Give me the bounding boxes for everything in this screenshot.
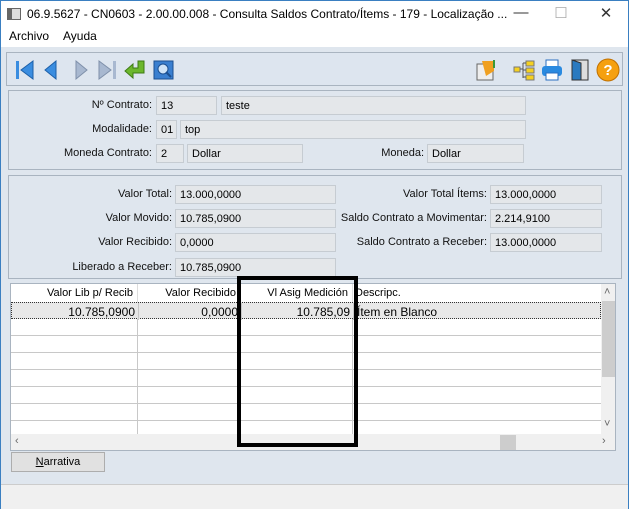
saldo-movimentar-field: 2.214,9100 xyxy=(490,209,602,228)
first-icon[interactable] xyxy=(13,58,37,82)
contract-number-label: Nº Contrato: xyxy=(91,99,152,111)
scroll-left-arrow[interactable]: ‹ xyxy=(15,435,19,447)
print-icon[interactable] xyxy=(540,58,564,82)
report-icon[interactable] xyxy=(474,58,498,82)
valor-total-items-label: Valor Total Ítems: xyxy=(403,188,487,200)
saldo-receber-label: Saldo Contrato a Receber: xyxy=(356,236,487,248)
vertical-scroll-thumb[interactable] xyxy=(602,301,615,377)
table-row[interactable]: 10.785,0900 0,0000 10.785,09 Ítem en Bla… xyxy=(11,302,601,320)
cell-valor-recibido: 0,0000 xyxy=(139,303,242,320)
valor-movido-field: 10.785,0900 xyxy=(175,209,336,228)
scroll-right-arrow[interactable]: › xyxy=(602,435,606,447)
valor-recibido-field: 0,0000 xyxy=(175,233,336,252)
toolbar: ? xyxy=(6,52,623,86)
liberado-field: 10.785,0900 xyxy=(175,258,336,277)
tree-icon[interactable] xyxy=(512,58,536,82)
valor-movido-label: Valor Movido: xyxy=(105,212,172,224)
scroll-up-arrow[interactable]: ˄ xyxy=(604,286,611,298)
moneda-label: Moneda: xyxy=(381,147,424,159)
window-title: 06.9.5627 - CN0603 - 2.00.00.008 - Consu… xyxy=(27,7,508,21)
items-grid: Valor Lib p/ Recib Valor Recibido Vl Asi… xyxy=(10,283,616,451)
cell-descripc: Ítem en Blanco xyxy=(357,305,438,319)
menu-archivo[interactable]: Archivo xyxy=(9,29,50,43)
valor-total-label: Valor Total: xyxy=(117,188,172,200)
status-bar xyxy=(1,484,628,509)
menu-bar: Archivo Ayuda xyxy=(1,27,628,47)
contract-panel: Nº Contrato: 13 teste Modalidade: 01 top… xyxy=(8,90,622,170)
valor-recibido-label: Valor Recibido: xyxy=(98,236,172,248)
horizontal-scrollbar[interactable]: ‹ › xyxy=(11,434,615,450)
next-icon[interactable] xyxy=(69,58,93,82)
modalidade-label: Modalidade: xyxy=(92,123,152,135)
contract-description-field[interactable]: teste xyxy=(221,96,526,115)
main-body: ? Nº Contrato: 13 teste Modalidade: 01 t… xyxy=(1,47,628,509)
last-icon[interactable] xyxy=(95,58,119,82)
moeda-contrato-field[interactable]: 2 xyxy=(156,144,184,163)
app-icon xyxy=(7,8,21,20)
moneda-field[interactable]: Dollar xyxy=(427,144,524,163)
maximize-button[interactable]: ☐ xyxy=(554,5,568,22)
return-icon[interactable] xyxy=(123,58,147,82)
horizontal-scroll-thumb[interactable] xyxy=(500,435,516,450)
column-header-valor-lib[interactable]: Valor Lib p/ Recib xyxy=(11,284,138,302)
minimize-button[interactable]: — xyxy=(513,4,529,21)
valor-total-field: 13.000,0000 xyxy=(175,185,336,204)
close-button[interactable]: ✕ xyxy=(599,5,613,22)
cell-vl-asig-medicion: 10.785,09 xyxy=(242,303,354,320)
modalidade-description-field[interactable]: top xyxy=(180,120,526,139)
column-header-vl-asig-medicion[interactable]: Vl Asig Medición xyxy=(241,284,353,302)
modalidade-field[interactable]: 01 xyxy=(156,120,177,139)
narrativa-button[interactable]: Narrativa xyxy=(11,452,105,472)
moeda-contrato-label: Moneda Contrato: xyxy=(63,147,152,159)
previous-icon[interactable] xyxy=(39,58,63,82)
column-header-descripc[interactable]: Descripc. xyxy=(355,287,401,299)
cell-valor-lib: 10.785,0900 xyxy=(12,303,139,320)
help-icon[interactable]: ? xyxy=(596,58,620,82)
moeda-contrato-description-field[interactable]: Dollar xyxy=(187,144,303,163)
liberado-label: Liberado a Receber: xyxy=(72,261,172,273)
valor-total-items-field: 13.000,0000 xyxy=(490,185,602,204)
saldo-receber-field: 13.000,0000 xyxy=(490,233,602,252)
menu-ayuda[interactable]: Ayuda xyxy=(63,29,97,43)
values-panel: Valor Total: 13.000,0000 Valor Movido: 1… xyxy=(8,175,622,279)
scroll-down-arrow[interactable]: ˅ xyxy=(604,418,611,430)
column-header-valor-recibido[interactable]: Valor Recibido xyxy=(138,284,241,302)
highlight-box xyxy=(237,276,358,447)
svg-text:?: ? xyxy=(603,62,612,79)
saldo-movimentar-label: Saldo Contrato a Movimentar: xyxy=(340,212,487,224)
exit-icon[interactable] xyxy=(568,58,592,82)
contract-number-field[interactable]: 13 xyxy=(156,96,217,115)
vertical-scrollbar[interactable]: ˄ ˅ xyxy=(601,284,615,434)
title-bar: 06.9.5627 - CN0603 - 2.00.00.008 - Consu… xyxy=(1,1,628,27)
zoom-icon[interactable] xyxy=(152,58,176,82)
